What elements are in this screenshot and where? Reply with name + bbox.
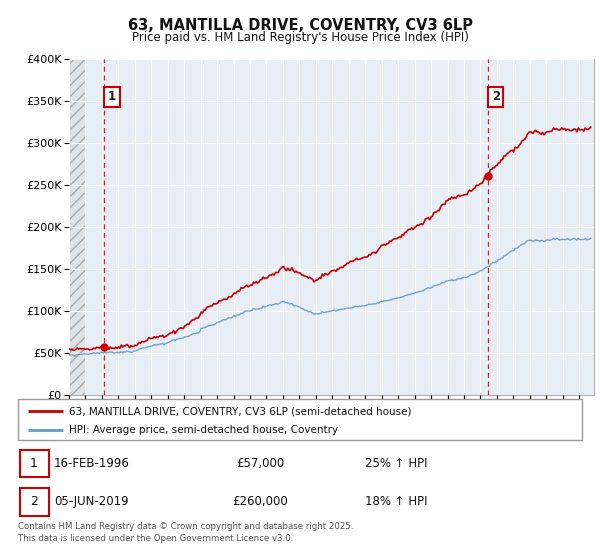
Text: 05-JUN-2019: 05-JUN-2019: [54, 496, 128, 508]
Text: Price paid vs. HM Land Registry's House Price Index (HPI): Price paid vs. HM Land Registry's House …: [131, 31, 469, 44]
Text: 1: 1: [108, 90, 116, 103]
FancyBboxPatch shape: [18, 399, 582, 440]
Bar: [69, 59, 85, 395]
Text: 63, MANTILLA DRIVE, COVENTRY, CV3 6LP (semi-detached house): 63, MANTILLA DRIVE, COVENTRY, CV3 6LP (s…: [69, 407, 411, 417]
Text: £260,000: £260,000: [233, 496, 289, 508]
Text: 1: 1: [30, 457, 38, 470]
Text: 25% ↑ HPI: 25% ↑ HPI: [365, 457, 427, 470]
Bar: [69, 59, 85, 395]
Text: Contains HM Land Registry data © Crown copyright and database right 2025.
This d: Contains HM Land Registry data © Crown c…: [18, 522, 353, 543]
FancyBboxPatch shape: [20, 450, 49, 477]
Text: £57,000: £57,000: [236, 457, 284, 470]
Text: 63, MANTILLA DRIVE, COVENTRY, CV3 6LP: 63, MANTILLA DRIVE, COVENTRY, CV3 6LP: [128, 18, 473, 33]
Text: HPI: Average price, semi-detached house, Coventry: HPI: Average price, semi-detached house,…: [69, 424, 338, 435]
Text: 2: 2: [30, 496, 38, 508]
Text: 16-FEB-1996: 16-FEB-1996: [53, 457, 129, 470]
Text: 2: 2: [491, 90, 500, 103]
FancyBboxPatch shape: [20, 488, 49, 516]
Text: 18% ↑ HPI: 18% ↑ HPI: [365, 496, 427, 508]
